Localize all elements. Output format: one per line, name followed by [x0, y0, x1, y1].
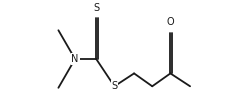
Text: S: S: [111, 81, 117, 91]
Text: O: O: [166, 17, 174, 27]
Text: S: S: [93, 3, 99, 13]
Text: N: N: [71, 54, 79, 64]
